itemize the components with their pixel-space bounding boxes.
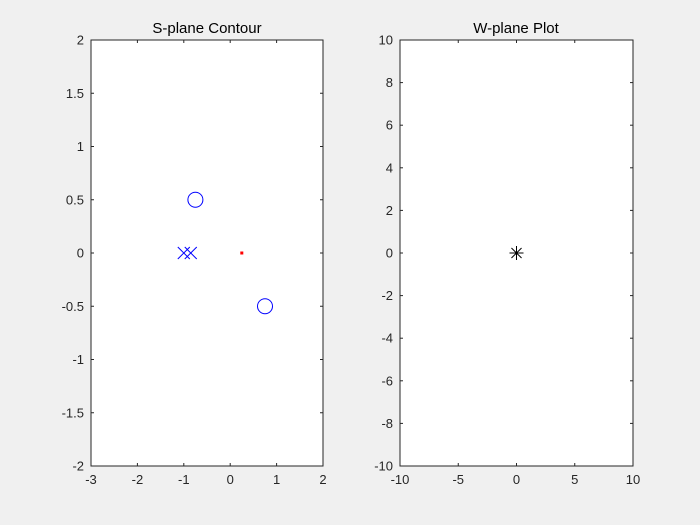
w-plane-ytick-label: -6 bbox=[381, 373, 393, 388]
s-plane-ytick-label: -0.5 bbox=[62, 299, 84, 314]
w-plane-xtick-label: -10 bbox=[391, 472, 410, 487]
x-marker bbox=[177, 246, 191, 260]
x-marker bbox=[184, 246, 198, 260]
s-plane-ytick-label: 1.5 bbox=[66, 86, 84, 101]
w-plane-xtick-label: 0 bbox=[513, 472, 520, 487]
w-plane-xtick-label: 5 bbox=[571, 472, 578, 487]
w-plane-markers bbox=[509, 246, 524, 260]
w-plane-ytick-label: 2 bbox=[386, 203, 393, 218]
w-plane-title: W-plane Plot bbox=[473, 20, 559, 37]
s-plane-xtick-label: 0 bbox=[227, 472, 234, 487]
w-plane-ticks: -10 -5 0 5 10 10 8 6 4 2 0 -2 -4 -6 -8 -10 bbox=[374, 33, 640, 488]
w-plane-ytick-label: -10 bbox=[374, 459, 393, 474]
s-plane-xtick-label: -1 bbox=[178, 472, 190, 487]
w-plane-ytick-label: 0 bbox=[386, 246, 393, 261]
s-plane-ytick-label: 1 bbox=[77, 139, 84, 154]
s-plane-ytick-label: -1.5 bbox=[62, 405, 84, 420]
s-plane-ytick-label: -1 bbox=[72, 352, 84, 367]
w-plane-ytick-label: -8 bbox=[381, 416, 393, 431]
w-plane-xtick-label: -5 bbox=[452, 472, 464, 487]
s-plane-title: S-plane Contour bbox=[152, 20, 261, 37]
s-plane-xtick-label: -2 bbox=[132, 472, 144, 487]
s-plane-xtick-label: 1 bbox=[273, 472, 280, 487]
s-plane-plot-area bbox=[90, 39, 324, 467]
w-plane-ytick-label: -2 bbox=[381, 288, 393, 303]
s-plane-ytick-label: -2 bbox=[72, 459, 84, 474]
s-plane-ytick-label: 0.5 bbox=[66, 192, 84, 207]
s-plane-ytick-label: 2 bbox=[77, 33, 84, 48]
w-plane-ytick-label: 4 bbox=[386, 160, 393, 175]
w-plane-ytick-label: 10 bbox=[379, 33, 393, 48]
s-plane-markers bbox=[177, 191, 273, 315]
s-plane-axes: S-plane Contour -3 -2 -1 0 1 221.510.50-0.5-1… bbox=[62, 20, 327, 487]
s-plane-ytick-label: 0 bbox=[77, 246, 84, 261]
w-plane-ytick-label: 8 bbox=[386, 75, 393, 90]
w-plane-ytick-label: -4 bbox=[381, 331, 393, 346]
w-plane-ytick-label: 6 bbox=[386, 118, 393, 133]
dot-marker bbox=[240, 251, 244, 255]
w-plane-xtick-label: 10 bbox=[626, 472, 640, 487]
asterisk-marker bbox=[509, 246, 524, 260]
s-plane-xtick-label: 2 bbox=[319, 472, 326, 487]
s-plane-xtick-label: -3 bbox=[85, 472, 97, 487]
circle-marker bbox=[257, 298, 273, 315]
w-plane-axes: W-plane Plot -10 -5 0 5 10 10 8 6 4 2 0 -2 -4 -6 -8 -10 bbox=[374, 20, 640, 487]
circle-marker bbox=[187, 191, 204, 208]
s-plane-ticks: -3 -2 -1 0 1 221.510.50-0.5-1-1.5-2 bbox=[62, 33, 327, 488]
